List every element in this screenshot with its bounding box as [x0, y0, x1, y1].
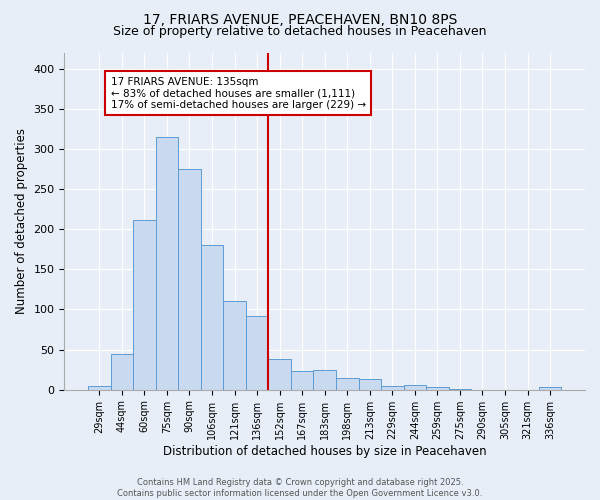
Bar: [449, 389, 471, 390]
Bar: [178, 169, 201, 390]
Y-axis label: Number of detached properties: Number of detached properties: [15, 128, 28, 314]
Bar: [110, 354, 133, 390]
Bar: [268, 359, 291, 390]
Text: Contains HM Land Registry data © Crown copyright and database right 2025.
Contai: Contains HM Land Registry data © Crown c…: [118, 478, 482, 498]
Bar: [201, 245, 223, 390]
Bar: [155, 137, 178, 390]
Bar: [291, 372, 313, 390]
X-axis label: Distribution of detached houses by size in Peacehaven: Distribution of detached houses by size …: [163, 444, 487, 458]
Bar: [426, 388, 449, 390]
Bar: [133, 220, 155, 390]
Bar: [539, 386, 562, 390]
Bar: [359, 380, 381, 390]
Text: Size of property relative to detached houses in Peacehaven: Size of property relative to detached ho…: [113, 25, 487, 38]
Bar: [223, 302, 246, 390]
Bar: [246, 316, 268, 390]
Bar: [336, 378, 359, 390]
Text: 17 FRIARS AVENUE: 135sqm
← 83% of detached houses are smaller (1,111)
17% of sem: 17 FRIARS AVENUE: 135sqm ← 83% of detach…: [110, 76, 366, 110]
Text: 17, FRIARS AVENUE, PEACEHAVEN, BN10 8PS: 17, FRIARS AVENUE, PEACEHAVEN, BN10 8PS: [143, 12, 457, 26]
Bar: [88, 386, 110, 390]
Bar: [313, 370, 336, 390]
Bar: [404, 385, 426, 390]
Bar: [381, 386, 404, 390]
